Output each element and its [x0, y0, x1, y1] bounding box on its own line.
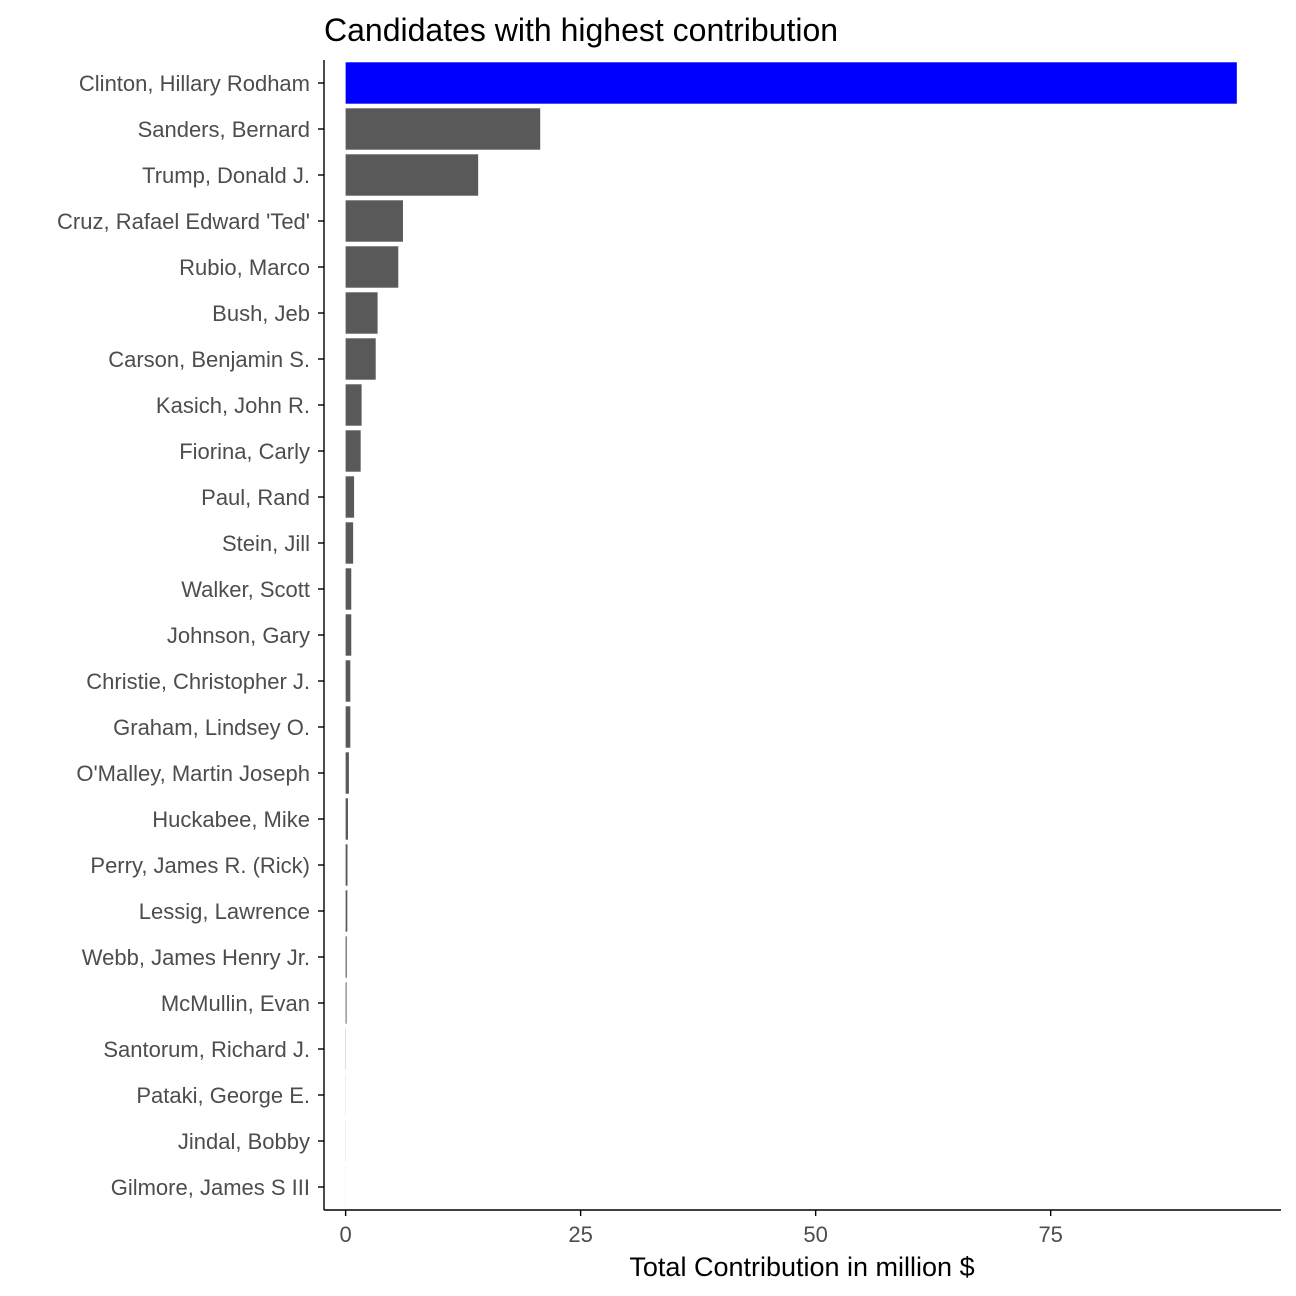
y-tick-label: Graham, Lindsey O. — [113, 715, 310, 740]
y-tick-label: Fiorina, Carly — [179, 439, 310, 464]
bar — [345, 890, 348, 932]
bar — [345, 844, 348, 886]
y-tick-label: Walker, Scott — [181, 577, 310, 602]
bar — [345, 706, 351, 748]
y-tick-label: Johnson, Gary — [167, 623, 310, 648]
y-tick-label: Clinton, Hillary Rodham — [79, 71, 310, 96]
bar — [345, 384, 362, 426]
y-tick-label: Sanders, Bernard — [138, 117, 310, 142]
bar — [345, 522, 354, 564]
y-tick-label: Bush, Jeb — [212, 301, 310, 326]
y-tick-label: Trump, Donald J. — [142, 163, 310, 188]
bar — [345, 936, 347, 978]
bar — [345, 338, 376, 380]
y-tick-label: Rubio, Marco — [179, 255, 310, 280]
y-tick-label: McMullin, Evan — [161, 991, 310, 1016]
bar — [345, 62, 1237, 104]
y-tick-label: Lessig, Lawrence — [139, 899, 310, 924]
y-tick-label: Cruz, Rafael Edward 'Ted' — [57, 209, 310, 234]
bar — [345, 568, 352, 610]
bar — [345, 430, 361, 472]
y-tick-label: Jindal, Bobby — [178, 1129, 310, 1154]
y-tick-label: Kasich, John R. — [156, 393, 310, 418]
y-tick-label: Pataki, George E. — [136, 1083, 310, 1108]
bar — [345, 476, 355, 518]
y-tick-label: Carson, Benjamin S. — [108, 347, 310, 372]
chart-title: Candidates with highest contribution — [324, 12, 838, 48]
bar — [345, 614, 352, 656]
x-tick-label: 75 — [1038, 1222, 1062, 1247]
y-tick-label: O'Malley, Martin Joseph — [76, 761, 310, 786]
bar — [345, 752, 349, 794]
bar — [345, 200, 403, 242]
y-tick-label: Gilmore, James S III — [111, 1175, 310, 1200]
bar — [345, 982, 347, 1024]
x-axis-title: Total Contribution in million $ — [629, 1252, 974, 1282]
bar — [345, 798, 348, 840]
y-tick-label: Christie, Christopher J. — [86, 669, 310, 694]
bar — [345, 660, 351, 702]
x-tick-layer: 0 25 50 75 — [339, 1210, 1063, 1247]
y-tick-label: Perry, James R. (Rick) — [90, 853, 310, 878]
y-tick-label: Paul, Rand — [201, 485, 310, 510]
y-tick-label: Huckabee, Mike — [152, 807, 310, 832]
bar — [345, 292, 378, 334]
x-tick-label: 50 — [803, 1222, 827, 1247]
x-tick-label: 0 — [339, 1222, 351, 1247]
y-tick-label: Webb, James Henry Jr. — [82, 945, 310, 970]
bar — [345, 154, 479, 196]
x-tick-label: 25 — [568, 1222, 592, 1247]
y-tick-layer: Clinton, Hillary Rodham Sanders, Bernard T… — [57, 71, 324, 1200]
y-tick-label: Stein, Jill — [222, 531, 310, 556]
bars-layer — [345, 62, 1237, 1208]
y-tick-label: Santorum, Richard J. — [103, 1037, 310, 1062]
bar — [345, 108, 541, 150]
bar — [345, 246, 399, 288]
